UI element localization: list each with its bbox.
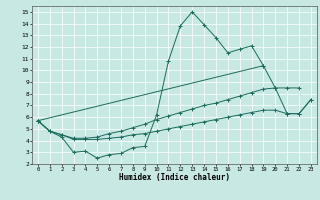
X-axis label: Humidex (Indice chaleur): Humidex (Indice chaleur)	[119, 173, 230, 182]
